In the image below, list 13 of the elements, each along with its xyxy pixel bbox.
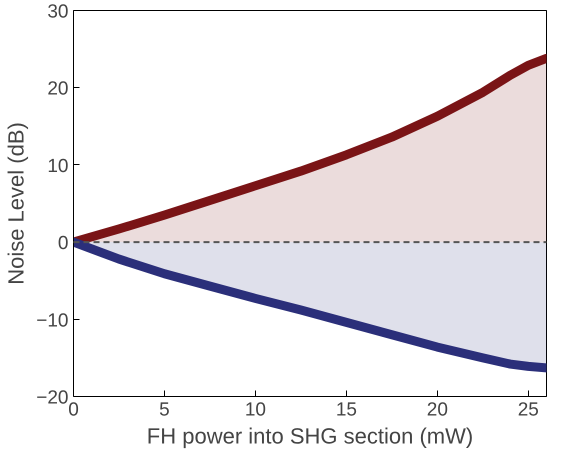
- x-tick-label: 15: [336, 400, 357, 420]
- y-tick-label: 30: [47, 2, 69, 22]
- y-tick-label: 20: [47, 78, 69, 100]
- x-axis-title: FH power into SHG section (mW): [146, 424, 474, 448]
- x-tick-label: 20: [426, 400, 448, 420]
- y-tick-label: −10: [36, 310, 69, 332]
- y-tick-label: 10: [47, 156, 69, 177]
- y-tick-label: 0: [58, 233, 69, 254]
- y-tick-label: −20: [36, 388, 69, 408]
- x-tick-label: 5: [159, 400, 170, 420]
- x-tick-label: 10: [244, 400, 266, 420]
- y-axis-title: Noise Level (dB): [3, 122, 28, 285]
- x-tick-label: 25: [518, 400, 539, 420]
